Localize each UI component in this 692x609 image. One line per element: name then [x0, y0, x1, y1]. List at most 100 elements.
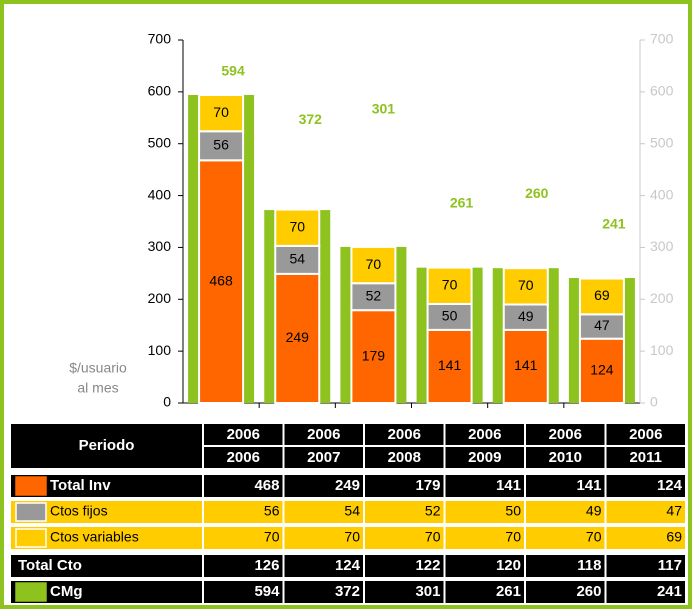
table-cell: [524, 473, 607, 499]
y-tick-label: 400: [148, 186, 172, 202]
bar-segment: [350, 282, 397, 312]
table-value: 118: [577, 557, 601, 574]
bar-value-label: 179: [362, 347, 386, 363]
table-cell: [363, 499, 446, 525]
bar-segment: [426, 266, 473, 305]
y2-tick-label: 100: [650, 342, 674, 358]
bar-segment: [198, 159, 245, 404]
table-period: 2009: [468, 449, 501, 466]
table-period: 2006: [468, 426, 501, 443]
total-value-label: 261: [450, 194, 474, 210]
y2-tick-label: 400: [650, 186, 674, 202]
bar-segment: [426, 328, 473, 405]
table-cell: [282, 553, 365, 579]
total-value-label: 241: [602, 216, 626, 232]
table-cell: [363, 525, 446, 551]
table-period: 2006: [227, 449, 260, 466]
y-axis-label: $/usuario: [69, 360, 127, 376]
bar-value-label: 47: [594, 317, 610, 333]
legend-swatch: [15, 502, 47, 522]
table-cell: [282, 579, 365, 605]
table-value: 124: [335, 557, 361, 574]
y2-tick-label: 500: [650, 134, 674, 150]
bar-segment: [578, 277, 625, 316]
table-value: 249: [335, 477, 360, 494]
table-value: 47: [666, 503, 682, 519]
bar-segment: [274, 272, 321, 404]
y-tick-label: 200: [148, 290, 172, 306]
table-header: Periodo: [79, 437, 135, 454]
bar-segment: [426, 302, 473, 331]
bar-segment: [274, 244, 321, 275]
legend-label: Total Cto: [18, 557, 82, 574]
table-period: 2006: [388, 426, 421, 443]
legend-swatch: [15, 528, 47, 548]
table-cell: [202, 525, 285, 551]
table-value: 141: [576, 477, 601, 494]
total-value-label: 594: [221, 63, 245, 79]
bar-value-label: 52: [366, 287, 382, 303]
table-value: 70: [264, 529, 280, 545]
y-tick-label: 300: [148, 238, 172, 254]
y-tick-label: 500: [148, 134, 172, 150]
table-value: 54: [344, 503, 360, 519]
table-value: 124: [657, 477, 683, 494]
y-tick-label: 0: [163, 394, 171, 410]
table-value: 122: [415, 557, 440, 574]
bar-value-label: 70: [442, 277, 458, 293]
bar-value-label: 50: [442, 308, 458, 324]
bar-segment: [578, 313, 625, 340]
table-cell: [202, 579, 285, 605]
table-cell: [202, 473, 285, 499]
table-cell: [202, 499, 285, 525]
table-cell: [604, 525, 687, 551]
bar-value-label: 468: [209, 272, 233, 288]
table-value: 126: [254, 557, 279, 574]
bar-value-label: 70: [289, 218, 305, 234]
table-value: 70: [505, 529, 521, 545]
table-value: 117: [658, 557, 682, 574]
table-cell: [282, 499, 365, 525]
table-header-cell: [9, 422, 204, 470]
table-cell: [363, 473, 446, 499]
table-value: 70: [586, 529, 602, 545]
table-value: 260: [576, 583, 601, 600]
table-period: 2006: [227, 426, 260, 443]
table-period: 2007: [307, 449, 340, 466]
bar-value-label: 124: [590, 362, 614, 378]
table-value: 468: [254, 477, 279, 494]
bar-value-label: 249: [286, 329, 310, 345]
legend-label: Ctos fijos: [50, 503, 108, 519]
y-axis-label: al mes: [77, 380, 118, 396]
table-value: 594: [254, 583, 280, 600]
table-period: 2008: [388, 449, 421, 466]
total-value-label: 372: [299, 111, 323, 127]
table-value: 49: [586, 503, 602, 519]
bar-value-label: 70: [518, 277, 534, 293]
y2-tick-label: 0: [650, 394, 658, 410]
y2-tick-label: 600: [650, 83, 674, 99]
total-value-label: 301: [372, 101, 396, 117]
y-tick-label: 600: [148, 83, 172, 99]
table-value: 241: [657, 583, 682, 600]
table-value: 179: [415, 477, 440, 494]
table-cell: [524, 499, 607, 525]
table-cell: [604, 473, 687, 499]
table-value: 52: [425, 503, 441, 519]
bar-value-label: 70: [366, 256, 382, 272]
table-cell: [443, 473, 526, 499]
legend-swatch: [15, 582, 47, 602]
bar-segment: [274, 208, 321, 247]
y2-tick-label: 300: [650, 238, 674, 254]
bar-segment: [350, 245, 397, 285]
total-value-label: 260: [525, 185, 549, 201]
table-value: 141: [496, 477, 521, 494]
table-value: 56: [264, 503, 280, 519]
table-cell: [443, 499, 526, 525]
table-value: 261: [496, 583, 521, 600]
y2-tick-label: 200: [650, 290, 674, 306]
bar-value-label: 141: [514, 357, 538, 373]
table-cell: [524, 525, 607, 551]
